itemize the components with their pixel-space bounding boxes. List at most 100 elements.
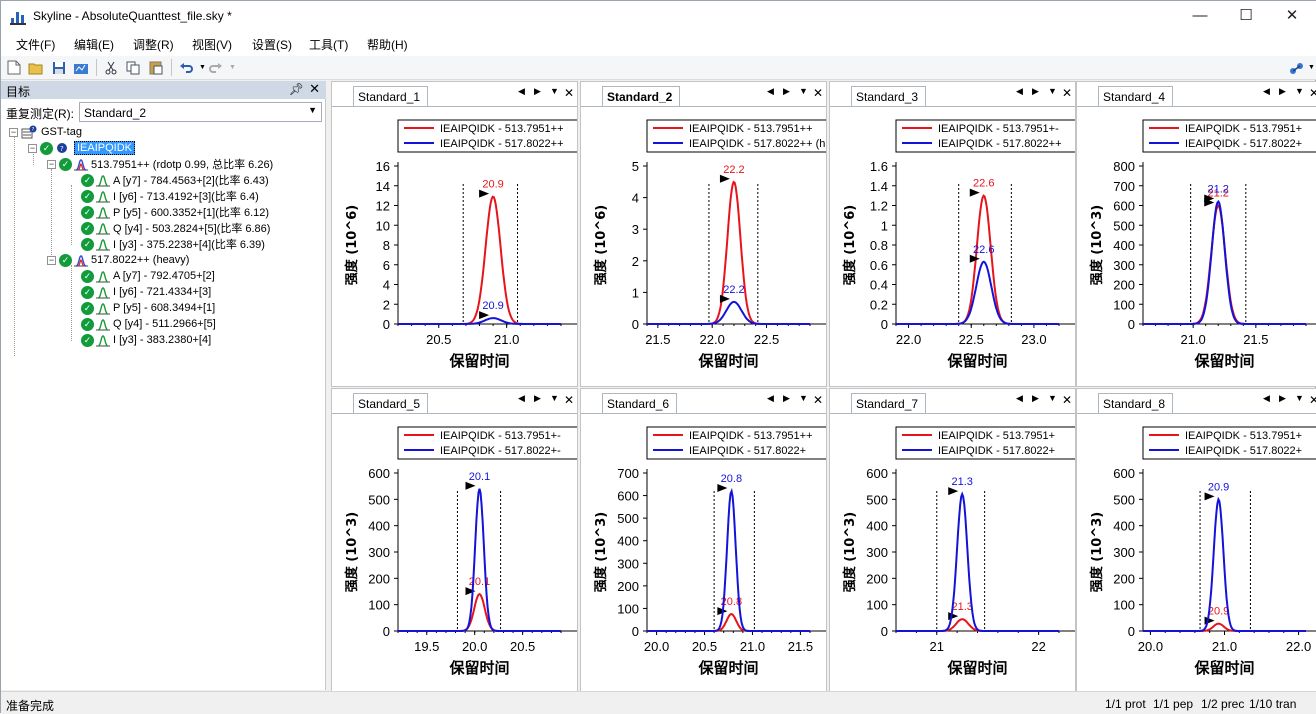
- menu-view[interactable]: 视图(V): [192, 38, 232, 52]
- tab-menu-icon[interactable]: ▼: [1048, 86, 1057, 96]
- chromatogram-trace[interactable]: [398, 195, 561, 325]
- chromatogram-trace[interactable]: [647, 487, 810, 632]
- chromatogram-panel[interactable]: Standard_6 ◀ ▶ ▼ ✕ IEAIPQIDK - 513.7951++ IEAI…: [580, 388, 827, 694]
- next-tab-icon[interactable]: ▶: [1279, 86, 1286, 96]
- settings-dropdown-icon[interactable]: ▼: [1308, 64, 1315, 71]
- chromatogram-trace[interactable]: [647, 613, 810, 632]
- chromatogram-panel[interactable]: Standard_5 ◀ ▶ ▼ ✕ IEAIPQIDK - 513.7951+- IEAI…: [331, 388, 578, 694]
- next-tab-icon[interactable]: ▶: [783, 86, 790, 96]
- previous-tab-icon[interactable]: ◀: [518, 86, 525, 96]
- chromatogram-trace[interactable]: [1143, 496, 1306, 632]
- tree-node-transition[interactable]: ✓ I [y3] - 383.2380+[4]: [81, 332, 211, 348]
- chromatogram-chart[interactable]: IEAIPQIDK - 513.7951+ IEAIPQIDK - 517.802…: [1077, 108, 1316, 387]
- menu-tools[interactable]: 工具(T): [309, 38, 349, 52]
- tree-node-transition[interactable]: ✓ Q [y4] - 511.2966+[5]: [81, 316, 216, 332]
- chromatogram-trace[interactable]: [896, 260, 1059, 325]
- replicate-tab[interactable]: Standard_7: [851, 393, 927, 414]
- collapse-toggle[interactable]: −: [47, 254, 56, 265]
- undo-icon[interactable]: [177, 59, 194, 76]
- undo-dropdown-icon[interactable]: ▼: [199, 64, 206, 71]
- chromatogram-trace[interactable]: [398, 488, 561, 632]
- menu-help[interactable]: 帮助(H): [367, 38, 408, 52]
- chromatogram-trace[interactable]: [1143, 203, 1306, 325]
- minimize-button[interactable]: —: [1192, 7, 1208, 24]
- tab-menu-icon[interactable]: ▼: [1295, 393, 1304, 403]
- close-tab-icon[interactable]: ✕: [1062, 393, 1073, 407]
- close-tab-icon[interactable]: ✕: [1309, 86, 1316, 100]
- chromatogram-chart[interactable]: IEAIPQIDK - 513.7951++ IEAIPQIDK - 517.80…: [581, 415, 827, 694]
- chromatogram-panel[interactable]: Standard_1 ◀ ▶ ▼ ✕ IEAIPQIDK - 513.7951++ IEAI…: [331, 81, 578, 387]
- tree-node-transition[interactable]: ✓ P [y5] - 608.3494+[1]: [81, 300, 215, 316]
- close-tab-icon[interactable]: ✕: [813, 86, 824, 100]
- tree-node-transition[interactable]: ✓ A [y7] - 784.4563+[2](比率 6.43): [81, 172, 269, 188]
- menu-file[interactable]: 文件(F): [16, 38, 56, 52]
- collapse-toggle[interactable]: −: [47, 158, 56, 169]
- close-tab-icon[interactable]: ✕: [564, 393, 575, 407]
- tree-node-transition[interactable]: ✓ A [y7] - 792.4705+[2]: [81, 268, 215, 284]
- chromatogram-panel[interactable]: Standard_7 ◀ ▶ ▼ ✕ IEAIPQIDK - 513.7951+ IEAIP…: [829, 388, 1076, 694]
- pin-icon[interactable]: 📌︎: [288, 82, 304, 96]
- tree-node-precursor-heavy[interactable]: − ✓ 517.8022++ (heavy): [47, 252, 189, 268]
- tab-menu-icon[interactable]: ▼: [550, 393, 559, 403]
- menu-settings[interactable]: 设置(S): [252, 38, 292, 52]
- tab-menu-icon[interactable]: ▼: [799, 393, 808, 403]
- tree-node-precursor-light[interactable]: − ✓ 513.7951++ (rdotp 0.99, 总比率 6.26): [47, 156, 273, 172]
- collapse-toggle[interactable]: −: [9, 126, 18, 137]
- chromatogram-trace[interactable]: [1143, 622, 1306, 632]
- tab-menu-icon[interactable]: ▼: [550, 86, 559, 96]
- tab-menu-icon[interactable]: ▼: [1295, 86, 1304, 96]
- chromatogram-trace[interactable]: [647, 180, 810, 325]
- tree-node-transition[interactable]: ✓ I [y6] - 713.4192+[3](比率 6.4): [81, 188, 259, 204]
- redo-dropdown-icon[interactable]: ▼: [229, 64, 236, 71]
- tab-menu-icon[interactable]: ▼: [1048, 393, 1057, 403]
- previous-tab-icon[interactable]: ◀: [1016, 393, 1023, 403]
- chromatogram-trace[interactable]: [647, 300, 810, 325]
- paste-icon[interactable]: [147, 59, 164, 76]
- chromatogram-panel[interactable]: Standard_8◀▶▼✕IEAIPQIDK - 513.7951+IEAIP…: [1076, 388, 1316, 694]
- chromatogram-chart[interactable]: IEAIPQIDK - 513.7951+- IEAIPQIDK - 517.80…: [332, 415, 578, 694]
- replicate-tab[interactable]: Standard_6: [602, 393, 678, 414]
- cut-icon[interactable]: [102, 59, 119, 76]
- chromatogram-panel[interactable]: Standard_2 ◀ ▶ ▼ ✕ IEAIPQIDK - 513.7951++ IEAI…: [580, 81, 827, 387]
- close-tab-icon[interactable]: ✕: [813, 393, 824, 407]
- next-tab-icon[interactable]: ▶: [1032, 393, 1039, 403]
- chromatogram-chart[interactable]: IEAIPQIDK - 513.7951++ IEAIPQIDK - 517.80…: [332, 108, 578, 387]
- publish-icon[interactable]: [72, 59, 89, 76]
- chromatogram-trace[interactable]: [398, 592, 561, 632]
- close-tab-icon[interactable]: ✕: [564, 86, 575, 100]
- previous-tab-icon[interactable]: ◀: [767, 393, 774, 403]
- chromatogram-chart[interactable]: IEAIPQIDK - 513.7951+- IEAIPQIDK - 517.80…: [830, 108, 1076, 387]
- next-tab-icon[interactable]: ▶: [534, 86, 541, 96]
- tree-node-transition[interactable]: ✓ I [y6] - 721.4334+[3]: [81, 284, 211, 300]
- next-tab-icon[interactable]: ▶: [1279, 393, 1286, 403]
- redo-icon[interactable]: [207, 59, 224, 76]
- tree-node-protein[interactable]: − ? GST-tag: [9, 124, 82, 140]
- replicate-tab[interactable]: Standard_1: [353, 86, 429, 107]
- replicate-tab[interactable]: Standard_2: [602, 86, 681, 107]
- tree-node-peptide[interactable]: − ✓ ? IEAIPQIDK: [28, 140, 136, 156]
- menu-edit[interactable]: 编辑(E): [74, 38, 114, 52]
- chromatogram-chart[interactable]: IEAIPQIDK - 513.7951++ IEAIPQIDK - 517.80…: [581, 108, 827, 387]
- chromatogram-trace[interactable]: [896, 491, 1059, 632]
- chromatogram-chart[interactable]: IEAIPQIDK - 513.7951+ IEAIPQIDK - 517.802…: [1077, 415, 1316, 694]
- previous-tab-icon[interactable]: ◀: [1263, 393, 1270, 403]
- next-tab-icon[interactable]: ▶: [1032, 86, 1039, 96]
- copy-icon[interactable]: [124, 59, 141, 76]
- close-tab-icon[interactable]: ✕: [1309, 393, 1316, 407]
- tree-node-transition[interactable]: ✓ P [y5] - 600.3352+[1](比率 6.12): [81, 204, 269, 220]
- chromatogram-trace[interactable]: [1143, 199, 1306, 325]
- close-tab-icon[interactable]: ✕: [1062, 86, 1073, 100]
- save-icon[interactable]: [50, 59, 67, 76]
- previous-tab-icon[interactable]: ◀: [518, 393, 525, 403]
- previous-tab-icon[interactable]: ◀: [1263, 86, 1270, 96]
- chromatogram-panel[interactable]: Standard_4◀▶▼✕IEAIPQIDK - 513.7951+IEAIP…: [1076, 81, 1316, 387]
- tree-node-transition[interactable]: ✓ I [y3] - 375.2238+[4](比率 6.39): [81, 236, 265, 252]
- chromatogram-panel[interactable]: Standard_3 ◀ ▶ ▼ ✕ IEAIPQIDK - 513.7951+- IEAI…: [829, 81, 1076, 387]
- chromatogram-chart[interactable]: IEAIPQIDK - 513.7951+ IEAIPQIDK - 517.802…: [830, 415, 1076, 694]
- new-document-icon[interactable]: [5, 59, 22, 76]
- menu-refine[interactable]: 调整(R): [133, 38, 174, 52]
- collapse-toggle[interactable]: −: [28, 142, 37, 153]
- maximize-button[interactable]: ☐: [1239, 7, 1253, 24]
- close-button[interactable]: ✕: [1285, 7, 1299, 24]
- tab-menu-icon[interactable]: ▼: [799, 86, 808, 96]
